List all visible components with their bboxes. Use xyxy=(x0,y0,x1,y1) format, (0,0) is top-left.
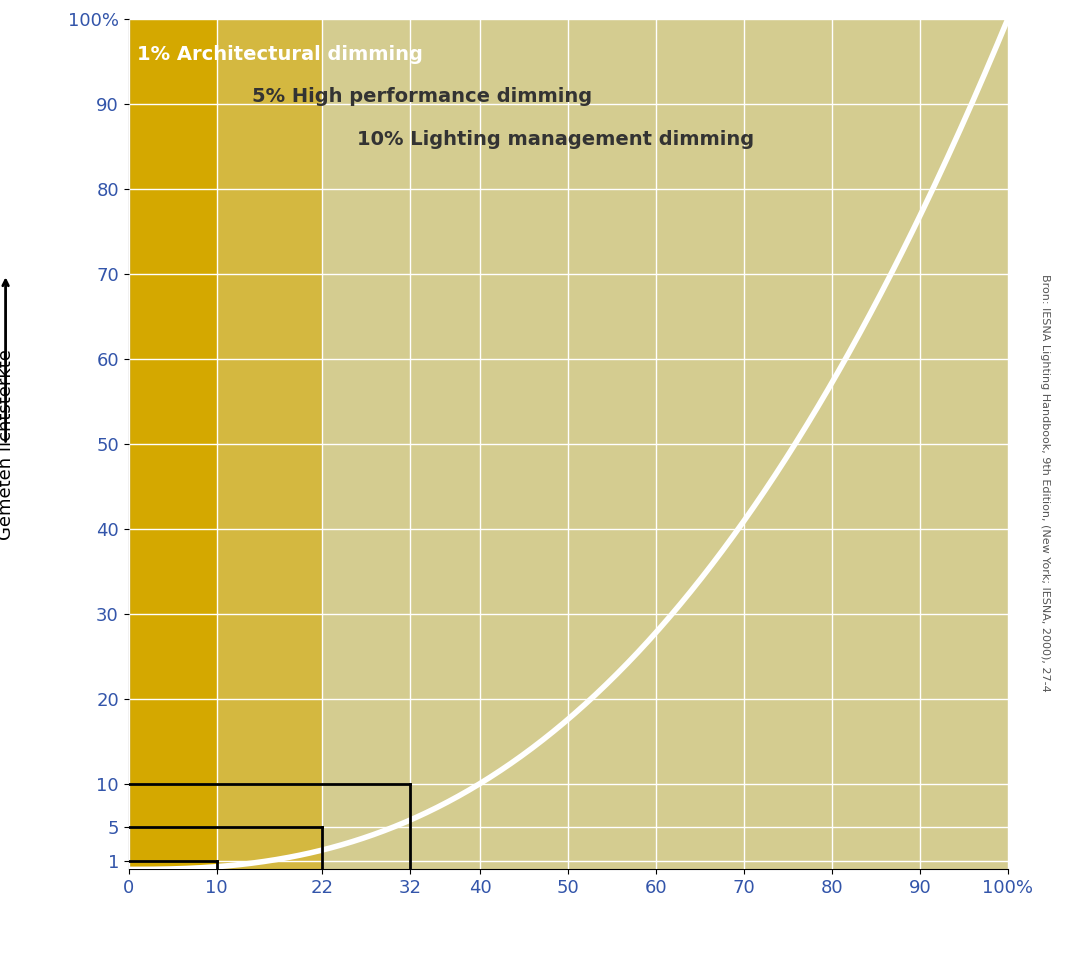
Text: 1% Architectural dimming: 1% Architectural dimming xyxy=(137,44,423,64)
Text: Bron: IESNA Lighting Handbook, 9th Edition, (New York; IESNA, 2000), 27-4: Bron: IESNA Lighting Handbook, 9th Editi… xyxy=(1040,274,1049,692)
Text: 5% High performance dimming: 5% High performance dimming xyxy=(252,87,592,106)
Text: Gemeten lichtsterkte: Gemeten lichtsterkte xyxy=(0,349,15,540)
Bar xyxy=(322,19,1008,869)
Text: 10% Lighting management dimming: 10% Lighting management dimming xyxy=(357,129,755,149)
